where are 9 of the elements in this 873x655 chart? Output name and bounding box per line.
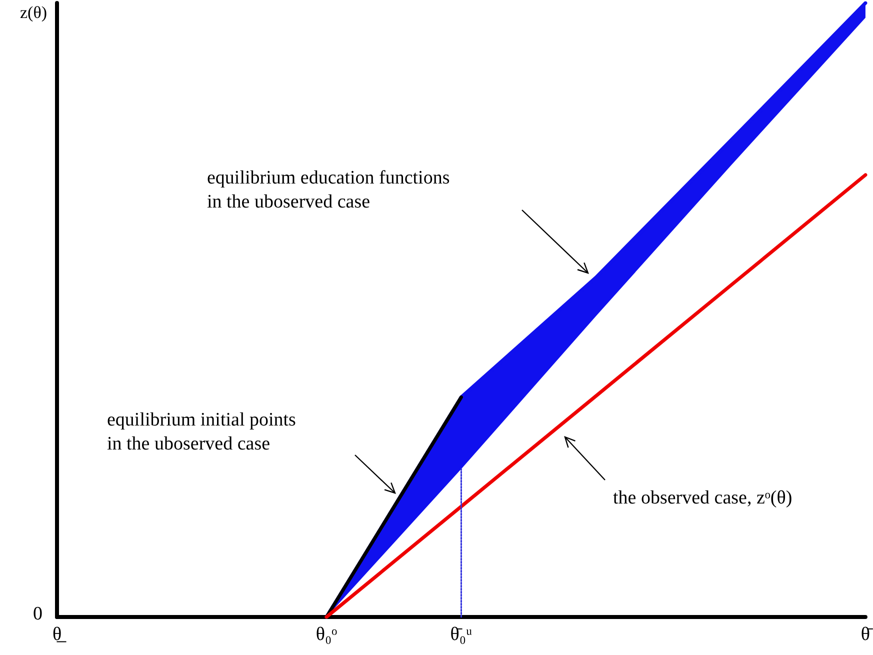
annotation: equilibrium initial points in the uboserved case: [107, 410, 296, 454]
annotation: the observed case, zᵒ(θ): [613, 488, 792, 508]
x-tick-label: θ₀ᵒ: [316, 624, 338, 645]
y-axis-title: z(θ): [20, 3, 47, 22]
x-tick-label: θ̄₀ᵘ: [450, 624, 472, 645]
annotation: 0: [33, 604, 42, 624]
annotation: equilibrium education functions in the uboserved case: [207, 168, 450, 212]
x-tick-label: θ̄: [860, 624, 873, 645]
x-tick-label: θ̲: [52, 624, 67, 645]
